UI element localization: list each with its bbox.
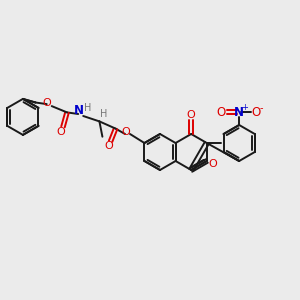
Text: O: O bbox=[208, 159, 217, 169]
Text: N: N bbox=[74, 104, 84, 118]
Text: -: - bbox=[260, 103, 263, 113]
Text: H: H bbox=[83, 103, 91, 113]
Text: O: O bbox=[122, 127, 130, 137]
Text: O: O bbox=[251, 106, 261, 118]
Text: O: O bbox=[57, 127, 65, 137]
Text: O: O bbox=[104, 141, 113, 151]
Text: +: + bbox=[241, 103, 248, 112]
Text: H: H bbox=[100, 110, 107, 119]
Text: O: O bbox=[217, 106, 226, 118]
Text: O: O bbox=[187, 110, 196, 120]
Text: O: O bbox=[42, 98, 51, 108]
Text: N: N bbox=[234, 106, 244, 118]
